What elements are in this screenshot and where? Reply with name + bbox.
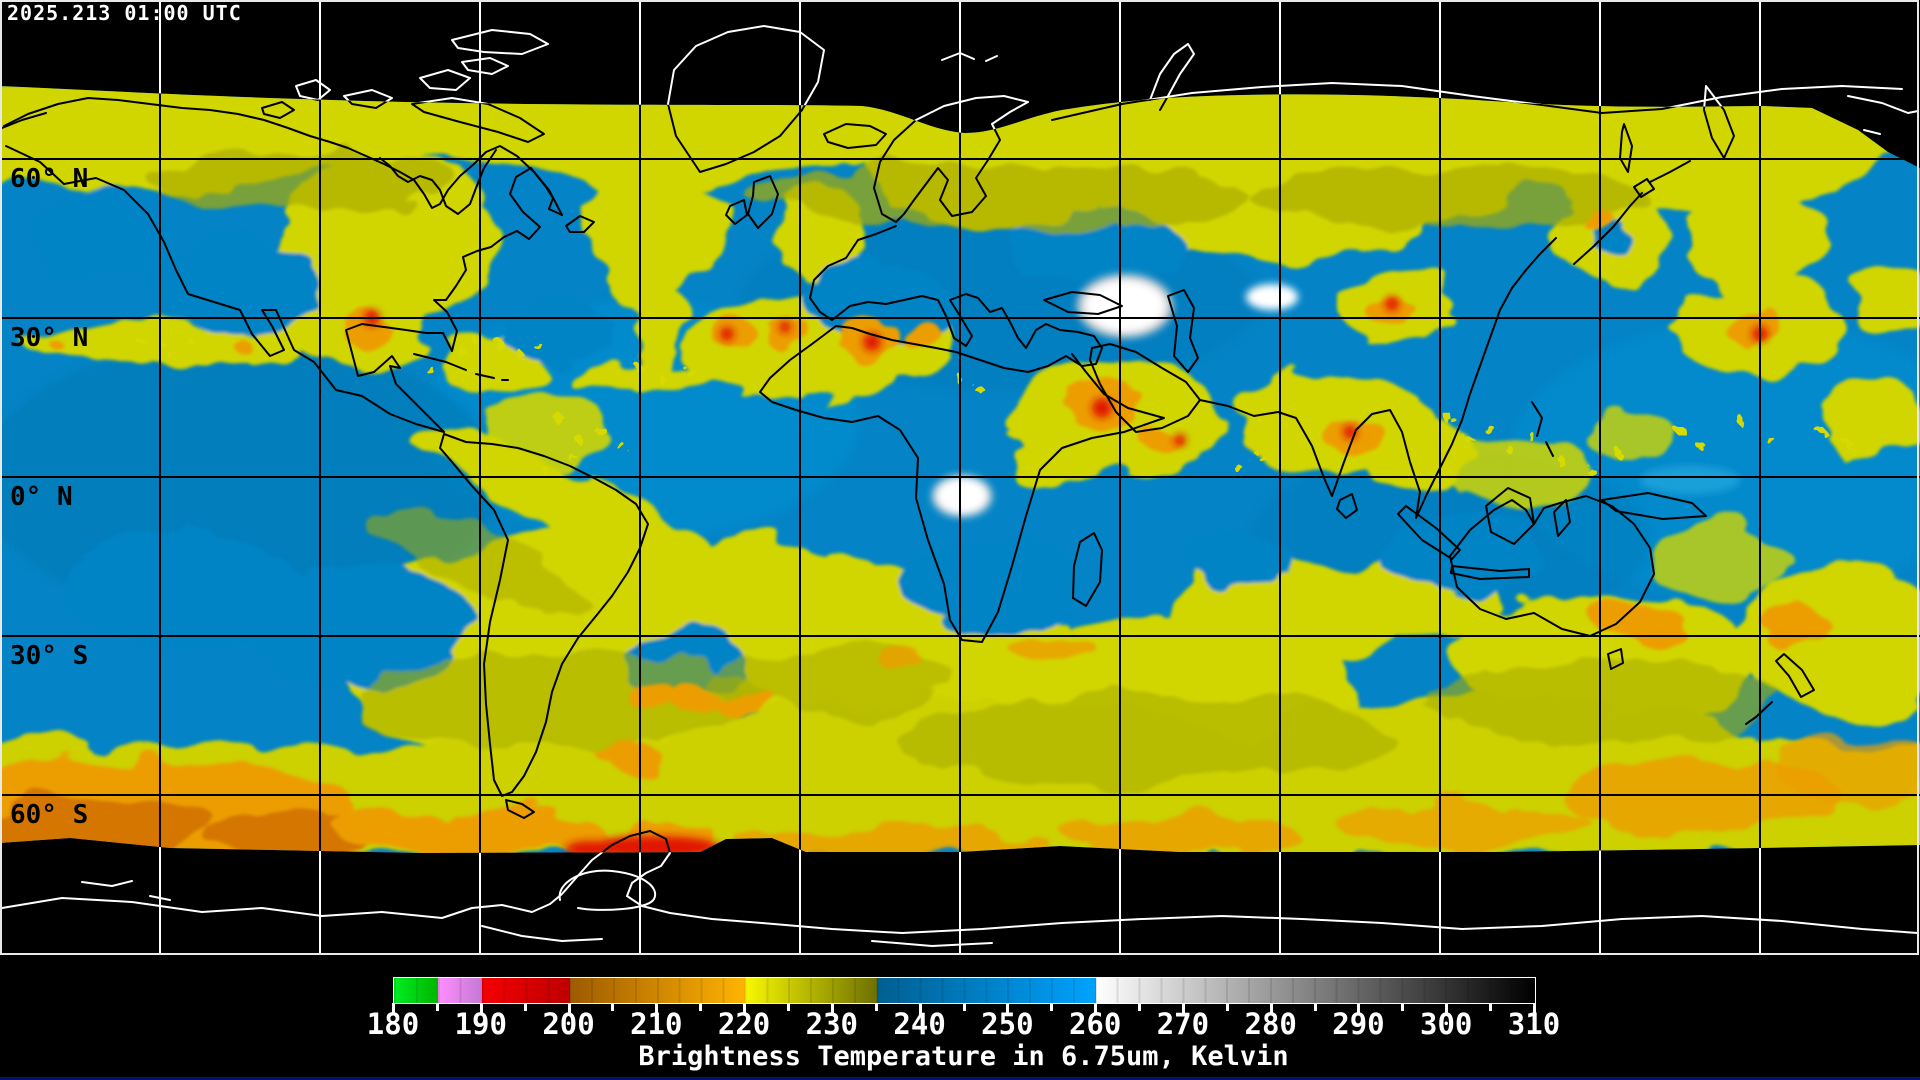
colorbar-tick [479,1003,483,1015]
colorbar-tick [567,1003,571,1015]
colorbar-banding [394,978,1535,1003]
colorbar-tick [1094,1003,1098,1015]
colorbar-tick [874,1003,878,1011]
colorbar-ticks [392,1003,1536,1016]
colorbar-caption: Brightness Temperature in 6.75um, Kelvin [638,1041,1289,1072]
colorbar-tick [1269,1003,1273,1015]
colorbar-segment [1096,978,1535,1003]
colorbar-tick-label: 260 [1068,1007,1122,1041]
colorbar-tick [962,1003,966,1011]
colorbar-tick [1138,1003,1142,1011]
colorbar-tick-label: 280 [1244,1007,1297,1041]
colorbar-tick [1401,1003,1405,1011]
colorbar-segment [481,978,570,1003]
colorbar-tick-label: 200 [542,1007,595,1041]
colorbar-tick [1533,1003,1536,1015]
colorbar-tick-label: 190 [454,1007,507,1041]
world-map: 60° N 30° N 0° N 30° S 60° S [0,0,1920,955]
colorbar-tick [392,1003,395,1015]
colorbar-tick [1313,1003,1317,1011]
grid-lines-data [0,86,1920,853]
colorbar-tick [1489,1003,1493,1011]
colorbar-tick [786,1003,790,1011]
latitude-label-60n: 60° N [10,164,88,194]
colorbar-tick [435,1003,439,1011]
colorbar-tick-label: 300 [1420,1007,1473,1041]
colorbar-tick [699,1003,703,1011]
convective-speckles [136,336,1854,474]
colorbar-tick [523,1003,527,1011]
timestamp: 2025.213 01:00 UTC [7,1,242,25]
colorbar-tick-label: 310 [1507,1007,1561,1041]
bottom-edge-strip [0,1077,1920,1080]
colorbar [393,977,1536,1004]
colorbar-tick [1357,1003,1361,1015]
colorbar-segment [745,978,877,1003]
colorbar-tick-label: 210 [630,1007,683,1041]
colorbar-tick [830,1003,834,1015]
colorbar-tick [1225,1003,1229,1011]
colorbar-tick [611,1003,615,1011]
colorbar-segment [569,978,746,1003]
colorbar-tick [655,1003,659,1015]
colorbar-tick [1050,1003,1054,1011]
colorbar-tick-label: 270 [1156,1007,1210,1041]
colorbar-tick-label: 220 [717,1007,771,1041]
colorbar-tick-label: 290 [1332,1007,1385,1041]
colorbar-tick-label: 180 [366,1007,420,1041]
colorbar-tick-label: 240 [893,1007,946,1041]
colorbar-segment [437,978,482,1003]
colorbar-tick-label: 250 [981,1007,1034,1041]
latitude-label-30n: 30° N [10,323,88,353]
latitude-label-0n: 0° N [10,482,73,512]
latitude-label-30s: 30° S [10,641,88,671]
colorbar-tick [743,1003,747,1015]
colorbar-segment [876,978,1097,1003]
latitude-label-60s: 60° S [10,800,88,830]
colorbar-tick [918,1003,922,1015]
colorbar-tick-labels: 180 190 200 210 220 230 240 250 260 270 280 290 300 3… [367,1007,1560,1041]
satellite-data-layer [0,86,1920,853]
map-frame [0,0,1919,955]
colorbar-segment [394,978,438,1003]
colorbar-tick [1006,1003,1010,1015]
colorbar-tick [1181,1003,1185,1015]
colorbar-tick [1445,1003,1449,1015]
colorbar-tick-label: 230 [805,1007,859,1041]
